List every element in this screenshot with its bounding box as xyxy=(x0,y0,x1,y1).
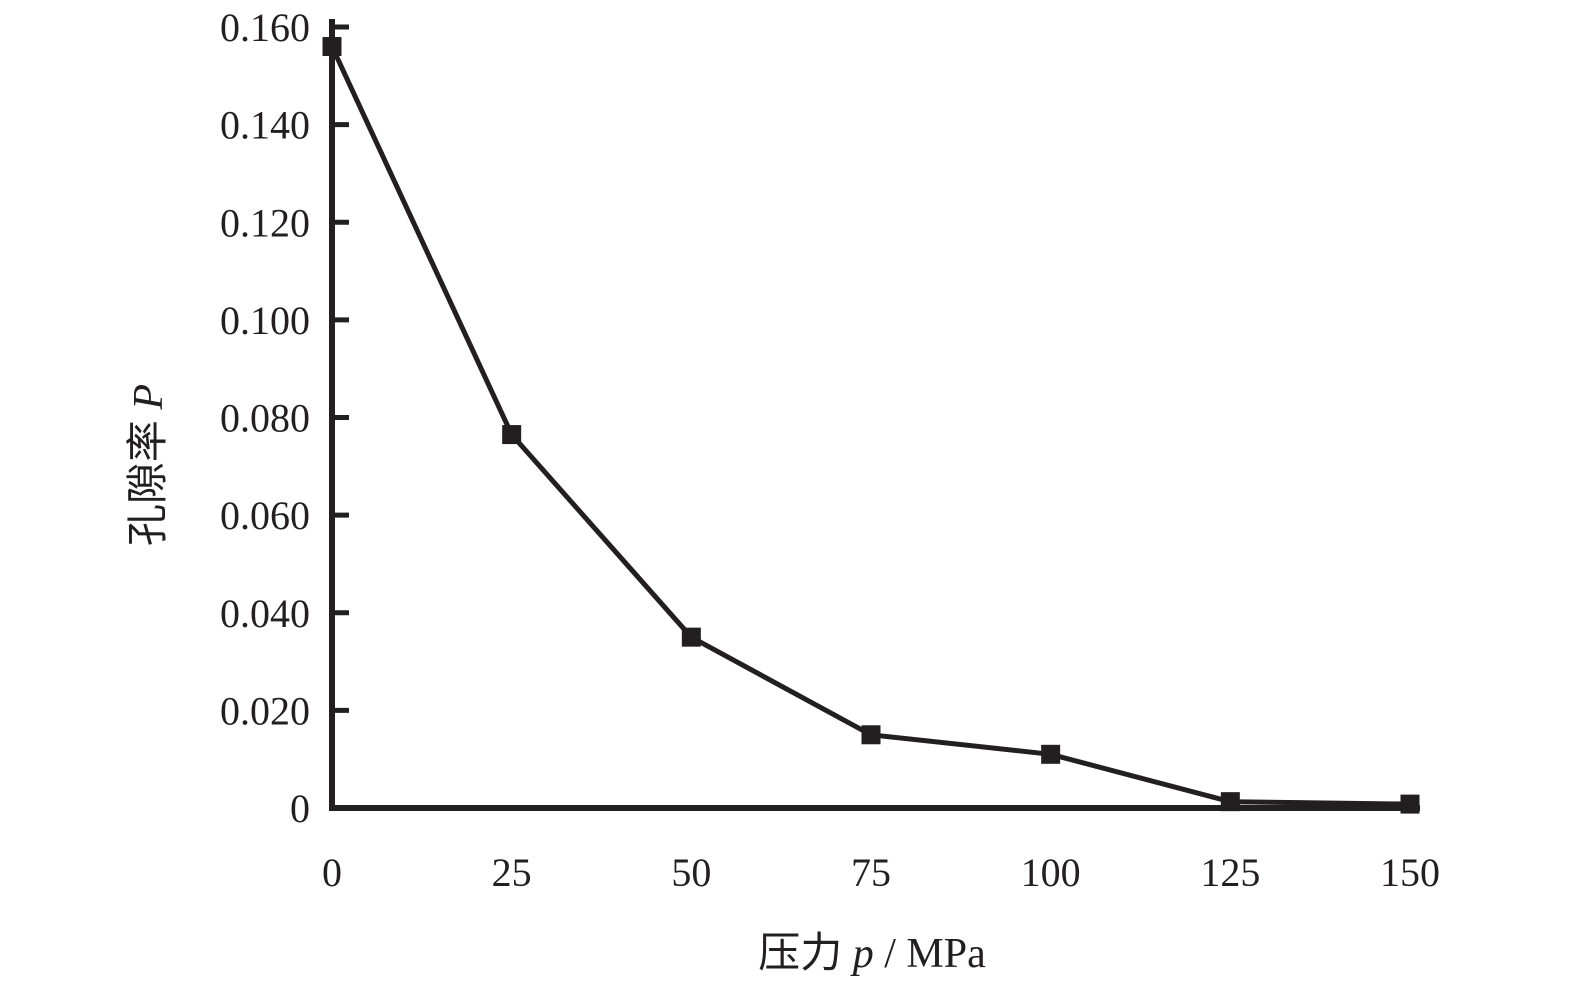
data-point-marker xyxy=(1220,792,1240,812)
data-point-marker xyxy=(1041,744,1061,764)
data-point-marker xyxy=(681,627,701,647)
x-tick-label: 25 xyxy=(492,850,532,895)
x-tick-label: 50 xyxy=(671,850,711,895)
y-axis-ticks: 0 0.020 0.040 0.060 0.080 0.100 0.120 0.140 0.16… xyxy=(220,5,349,831)
data-point-marker xyxy=(1400,794,1420,814)
x-axis-ticks: 0 25 50 75 100 125 150 xyxy=(322,850,1440,895)
y-tick-label: 0.140 xyxy=(220,103,310,148)
x-tick-label: 75 xyxy=(851,850,891,895)
y-tick-label: 0.020 xyxy=(220,688,310,733)
series-markers-group xyxy=(322,37,1420,814)
x-axis-title: 压力 p / MPa xyxy=(758,931,986,977)
data-point-marker xyxy=(322,37,342,57)
x-tick-label: 100 xyxy=(1021,850,1081,895)
data-point-marker xyxy=(861,725,881,745)
y-axis-title-symbol: P xyxy=(126,384,172,411)
x-axis-title-prefix: 压力 xyxy=(758,931,853,977)
x-tick-label: 125 xyxy=(1200,850,1260,895)
data-point-marker xyxy=(502,425,522,445)
y-tick-label: 0.040 xyxy=(220,591,310,636)
series-line xyxy=(329,45,1411,807)
x-axis-title-suffix: / MPa xyxy=(874,931,986,977)
y-tick-label: 0.060 xyxy=(220,493,310,538)
series-line-group xyxy=(329,45,1411,807)
x-axis-title-symbol: p xyxy=(850,931,874,977)
y-tick-label: 0.100 xyxy=(220,298,310,343)
y-tick-label: 0 xyxy=(290,786,310,831)
axes xyxy=(329,19,1420,811)
y-axis-title-prefix: 孔隙率 xyxy=(125,410,172,547)
y-tick-label: 0.160 xyxy=(220,5,310,50)
y-tick-label: 0.120 xyxy=(220,200,310,245)
x-tick-label: 0 xyxy=(322,850,342,895)
x-tick-label: 150 xyxy=(1380,850,1440,895)
y-tick-label: 0.080 xyxy=(220,396,310,441)
y-axis-title: 孔隙率 P xyxy=(125,384,172,546)
